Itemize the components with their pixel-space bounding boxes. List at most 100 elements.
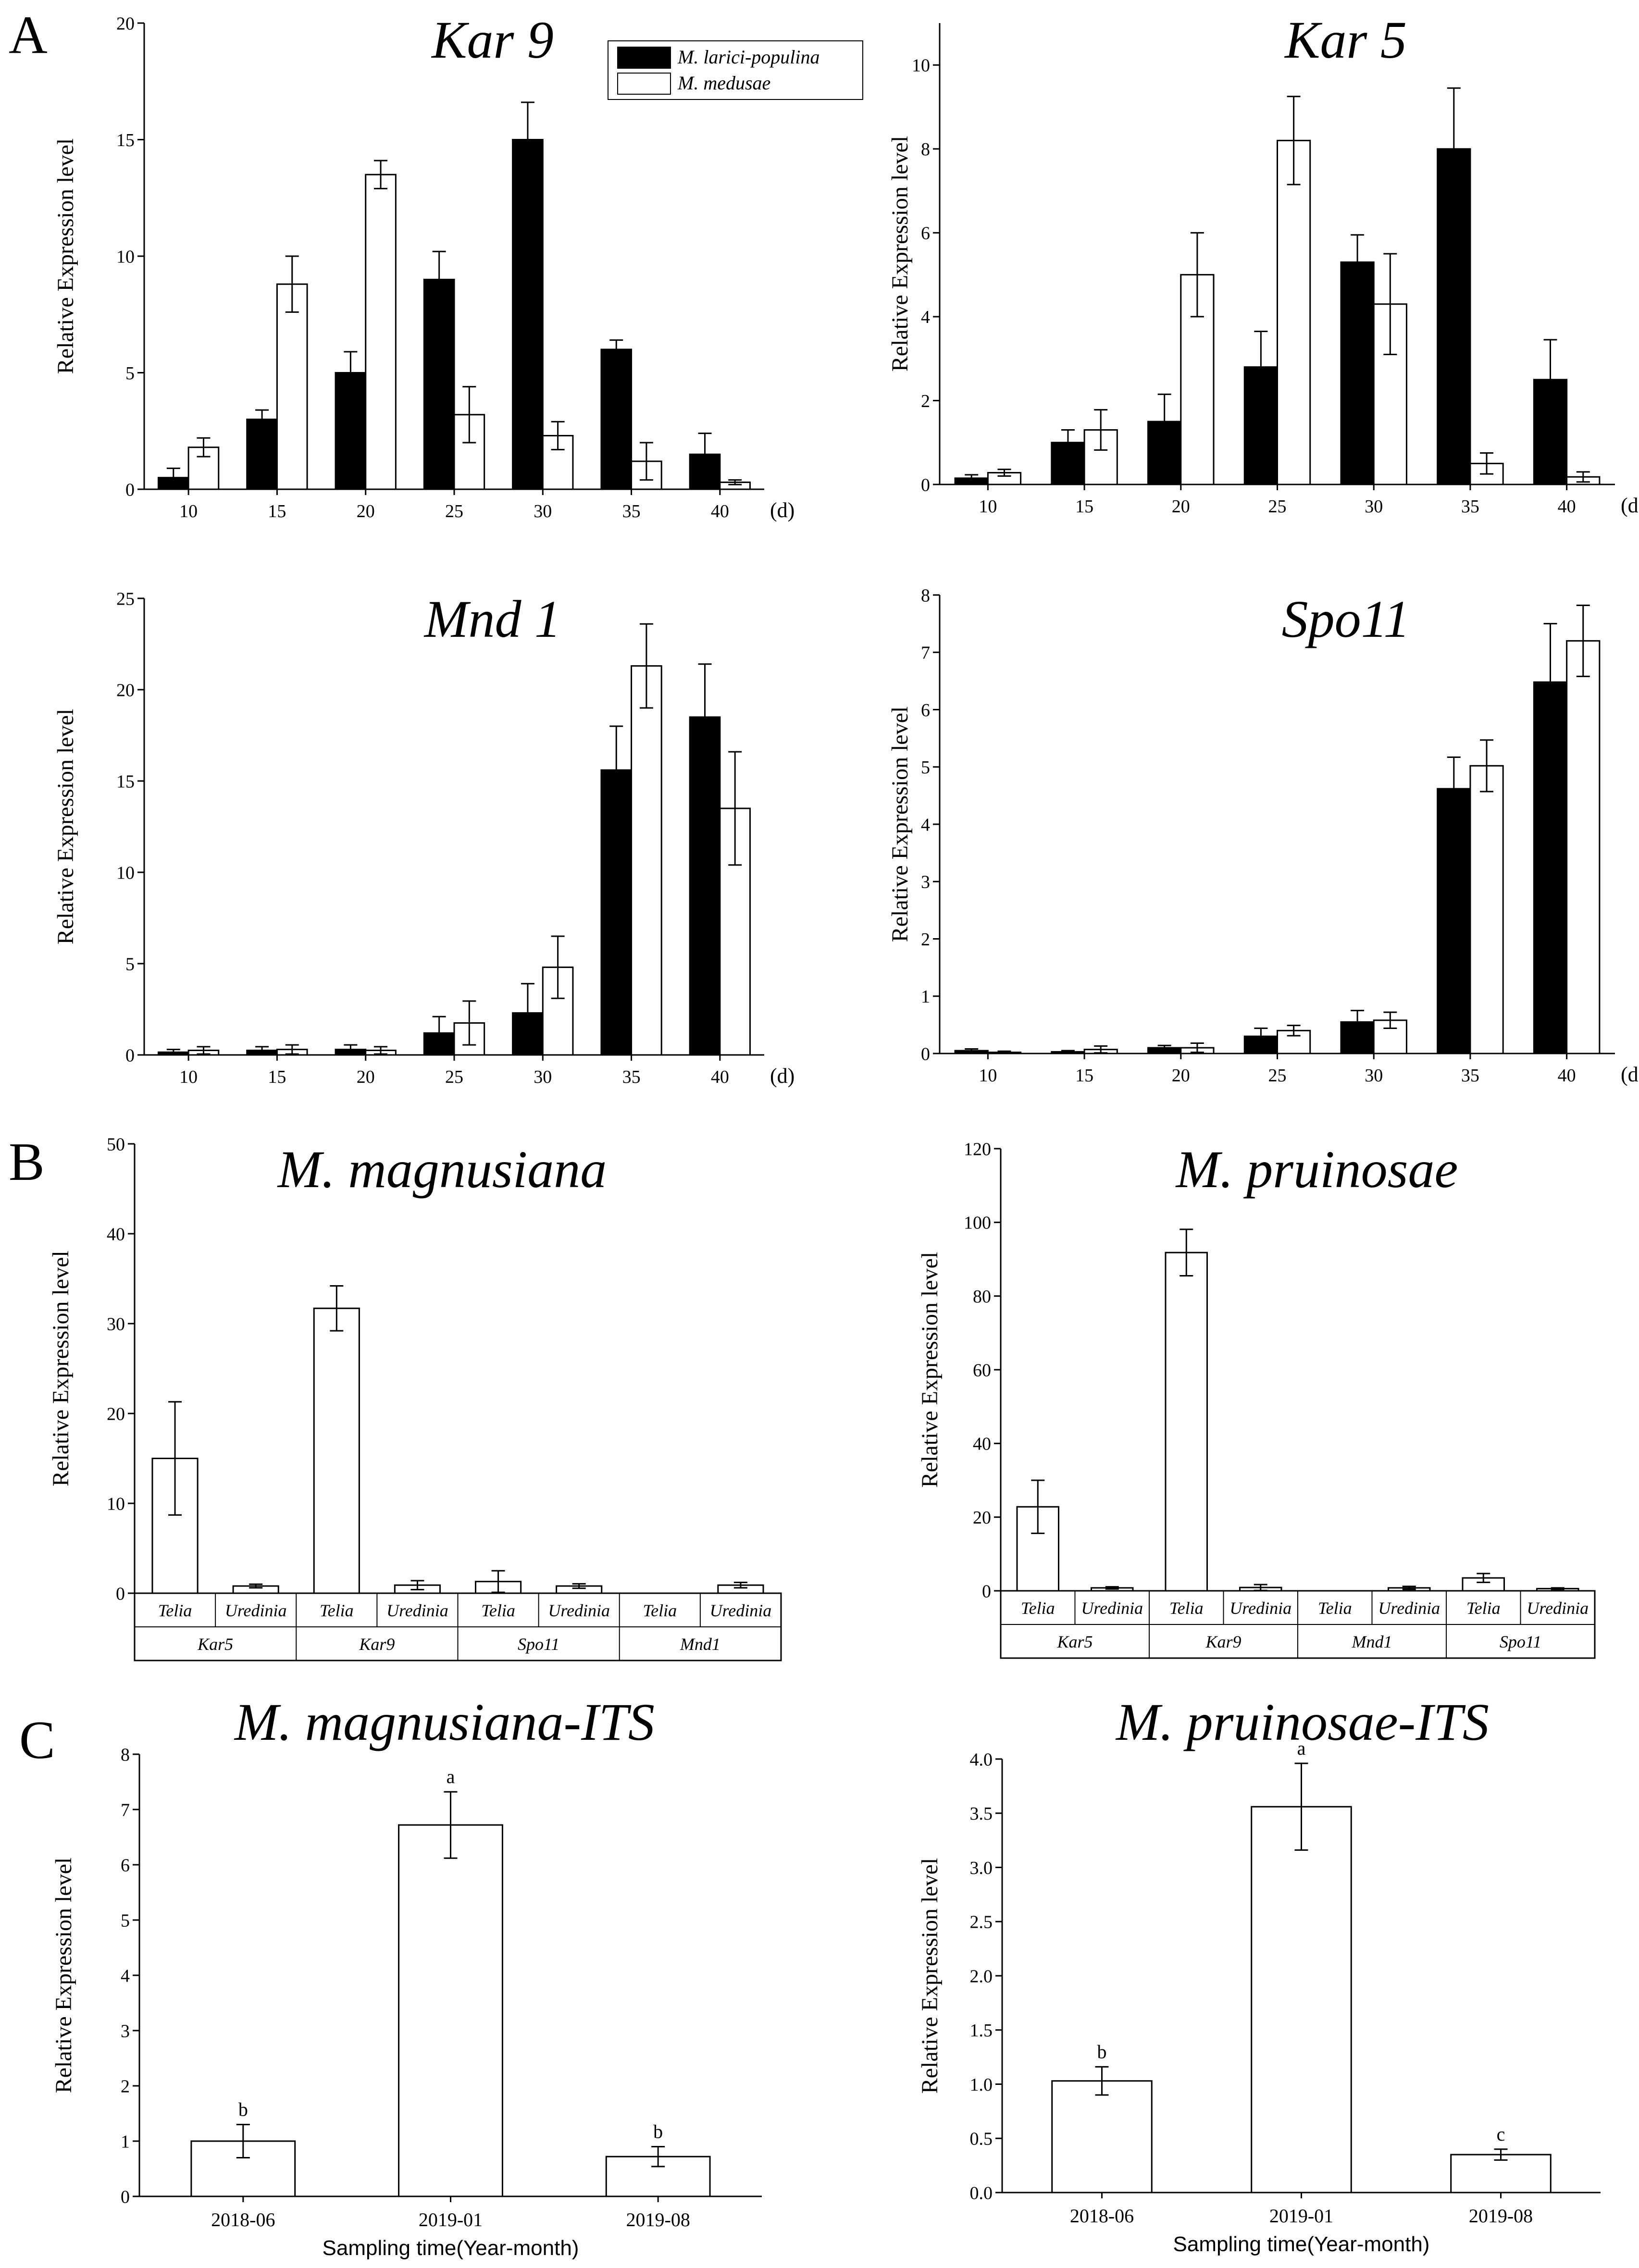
x-tick-label: 15 [268,1067,286,1087]
x-tick-label: 15 [1075,1066,1093,1086]
subcategory-label: Uredinia [1081,1599,1143,1618]
subcategory-label: Uredinia [1527,1599,1589,1618]
x-tick-label: 10 [979,1066,997,1086]
y-tick-label: 7 [921,643,930,663]
svg-text:C: C [19,1710,55,1770]
y-axis-label: Relative Expression level [48,1251,74,1487]
section-label-b: B [9,1132,45,1192]
chart-title: M. magnusiana-ITS [234,1693,655,1751]
y-axis-label: Relative Expression level [53,709,78,945]
y-tick-label: 20 [973,1508,991,1528]
bar-medusae [1277,139,1311,485]
chart-title: Kar 9 [431,11,554,69]
y-tick-label: 0.5 [970,2129,993,2149]
y-axis-label: Relative Expression level [887,706,913,942]
x-tick-label: 10 [179,501,198,521]
y-tick-label: 4 [921,815,930,835]
significance-letter: b [653,2121,663,2143]
x-tick-label: 25 [1268,496,1287,517]
y-tick-label: 4 [121,1966,130,1986]
x-tick-label: 2019-08 [1469,2205,1533,2227]
x-tick-label: 30 [534,501,552,521]
y-tick-label: 0 [121,2187,130,2207]
subcategory-label: Telia [158,1601,192,1620]
y-tick-label: 3.5 [970,1804,993,1824]
subcategory-label: Uredinia [548,1601,610,1620]
svg-text:B: B [9,1132,45,1192]
y-tick-label: 30 [107,1314,125,1334]
chart-panel-a-1: Kar 9 Relative Expression level 0 5 10 15 20 10… [53,11,795,522]
subcategory-label: Uredinia [386,1601,448,1620]
x-tick-label: 10 [179,1067,198,1087]
bar-larici-populina [1340,261,1375,485]
bar-medusae [1566,640,1601,1054]
y-tick-label: 10 [107,1494,125,1514]
x-unit-label: (d) [1621,494,1639,517]
group-label: Kar5 [1056,1632,1093,1651]
x-tick-label: 40 [711,1067,729,1087]
y-tick-label: 120 [964,1139,991,1159]
section-label-a: A [9,5,48,65]
group-label: Mnd1 [1352,1632,1392,1651]
subcategory-label: Telia [643,1601,677,1620]
subcategory-label: Telia [481,1601,515,1620]
subcategory-label: Uredinia [1229,1599,1291,1618]
subcategory-label: Telia [1466,1599,1501,1618]
x-axis-label: Sampling time(Year-month) [323,2236,579,2260]
subcategory-label: Uredinia [710,1601,772,1620]
legend: M. larici-populina M. medusae [608,40,863,100]
y-tick-label: 10 [116,247,135,267]
bar-medusae [276,283,308,490]
x-tick-label: 35 [622,1067,641,1087]
group-label: Kar9 [1205,1632,1241,1651]
y-tick-label: 5 [125,363,135,384]
section-label-c: C [19,1710,55,1770]
x-tick-label: 20 [357,1067,375,1087]
x-tick-label: 25 [1268,1066,1287,1086]
y-tick-label: 1 [121,2132,130,2152]
chart-panel-c-1: M. magnusiana-ITS Relative Expression lev… [51,1693,762,2260]
y-tick-label: 6 [921,700,930,720]
y-tick-label: 2.5 [970,1912,993,1933]
subcategory-label: Telia [1169,1599,1204,1618]
x-tick-label: 25 [445,501,463,521]
y-tick-label: 8 [121,1745,130,1765]
x-tick-label: 15 [268,501,286,521]
x-unit-label: (d) [770,498,795,522]
chart-panel-c-2: M. pruinosae-ITS Relative Expression leve… [917,1693,1601,2256]
x-tick-label: 40 [1558,1066,1576,1086]
significance-letter: b [1097,2041,1107,2062]
y-axis-label: Relative Expression level [917,1858,943,2094]
y-tick-label: 2 [921,391,930,411]
legend-swatch-medusae [617,73,671,95]
bar-larici-populina [1437,788,1471,1054]
y-tick-label: 6 [921,223,930,244]
bar [398,1824,503,2197]
y-tick-label: 8 [921,139,930,160]
x-tick-label: 20 [1172,1066,1190,1086]
y-tick-label: 3 [121,2021,130,2041]
y-tick-label: 2 [921,930,930,950]
chart-panel-b-2: M. pruinosae Relative Expression level 0 20… [917,1139,1596,1659]
y-tick-label: 8 [921,585,930,606]
chart-panel-a-2: Kar 5 Relative Expression level 0 2 4 6 8 10 10 1… [887,11,1639,517]
x-tick-label: 2018-06 [211,2209,275,2231]
x-tick-label: 15 [1075,496,1093,517]
subcategory-label: Uredinia [225,1601,287,1620]
y-tick-label: 0 [921,1044,930,1064]
group-label: Mnd1 [680,1635,720,1654]
x-tick-label: 2019-01 [1269,2205,1333,2227]
x-unit-label: (d) [770,1064,795,1088]
y-tick-label: 10 [116,863,135,883]
x-tick-label: 20 [1172,496,1190,517]
significance-letter: a [447,1766,455,1787]
x-tick-label: 35 [1461,1066,1479,1086]
y-tick-label: 5 [921,757,930,778]
chart-title: Kar 5 [1284,11,1407,69]
svg-text:A: A [9,5,48,65]
bar-larici-populina [600,348,633,490]
bar-telia [1165,1252,1208,1592]
y-tick-label: 50 [107,1134,125,1154]
